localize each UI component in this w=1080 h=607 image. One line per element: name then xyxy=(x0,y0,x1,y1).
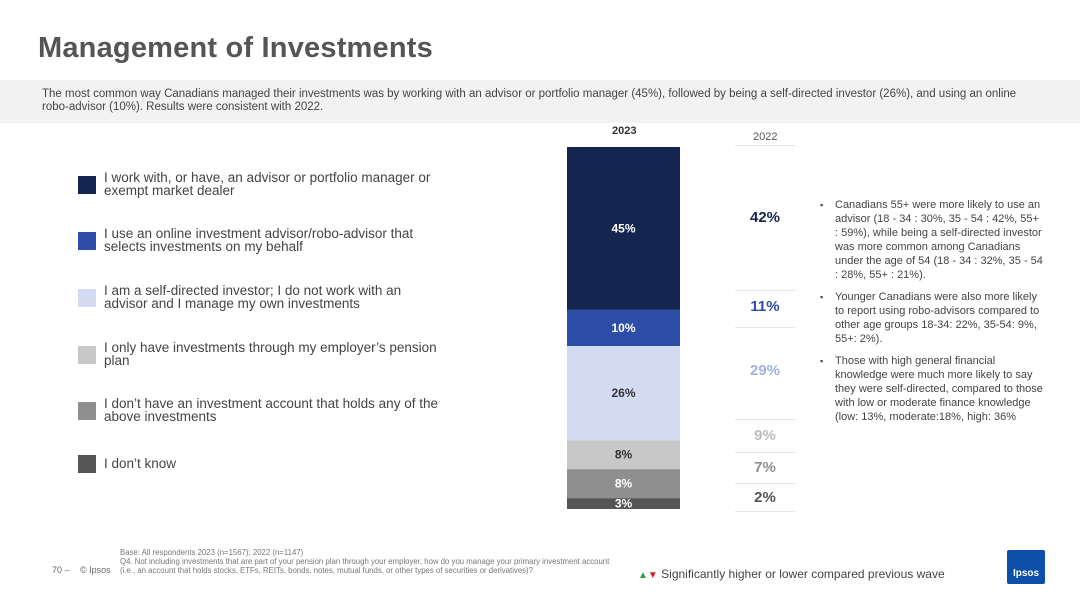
separator-line xyxy=(735,290,795,291)
legend-label: I am a self-directed investor; I do not … xyxy=(104,283,402,311)
legend-item-no-account: I don’t have an investment account that … xyxy=(78,397,438,427)
legend-swatch xyxy=(78,455,96,473)
value-2022-no-account: 7% xyxy=(754,459,776,476)
insight-bullet: Younger Canadians were also more likely … xyxy=(820,290,1045,346)
bar-segment-6 xyxy=(567,498,680,509)
bar-data-label: 8% xyxy=(615,477,633,491)
legend-label: I don’t have an investment account that … xyxy=(104,396,438,424)
bar-data-label: 10% xyxy=(611,321,635,335)
bar-data-label: 3% xyxy=(615,497,633,511)
bar-data-label: 45% xyxy=(611,221,635,235)
separator-line xyxy=(735,483,795,484)
value-2022-pension: 9% xyxy=(754,427,776,444)
separator-line xyxy=(735,511,795,512)
separator-line xyxy=(735,327,795,328)
column-header-2022: 2022 xyxy=(753,131,778,143)
legend-swatch xyxy=(78,232,96,250)
legend-item-dont-know: I don’t know xyxy=(78,455,438,487)
page-subtitle: The most common way Canadians managed th… xyxy=(42,88,1017,113)
value-2022-dont-know: 2% xyxy=(754,489,776,506)
legend-swatch xyxy=(78,289,96,307)
page-title: Management of Investments xyxy=(38,32,433,64)
legend-swatch xyxy=(78,346,96,364)
separator-line xyxy=(735,452,795,453)
insights-list: Canadians 55+ were more likely to use an… xyxy=(820,198,1045,432)
separator-line xyxy=(735,145,795,146)
column-header-2023: 2023 xyxy=(612,125,637,137)
legend-label: I only have investments through my emplo… xyxy=(104,340,437,368)
bar-segment-2 xyxy=(567,309,680,347)
copyright: © Ipsos xyxy=(80,565,111,575)
subtitle-band xyxy=(0,80,1080,123)
bar-data-label: 8% xyxy=(615,448,633,462)
insight-bullet: Those with high general financial knowle… xyxy=(820,354,1045,424)
value-2022-self-directed: 29% xyxy=(749,362,781,379)
base-note: Base: All respondents 2023 (n=1567); 202… xyxy=(120,548,304,557)
insight-bullet: Canadians 55+ were more likely to use an… xyxy=(820,198,1045,282)
page-number: 70 – xyxy=(52,565,70,575)
legend-item-robo-advisor: I use an online investment advisor/robo-… xyxy=(78,227,438,257)
bar-segment-4 xyxy=(567,440,680,470)
stacked-bar-chart: 45% 10% 26% 8% 8% 3% xyxy=(567,147,680,511)
significance-legend: ▲▼ Significantly higher or lower compare… xyxy=(638,567,945,581)
legend-label: I use an online investment advisor/robo-… xyxy=(104,226,414,254)
separator-line xyxy=(735,419,795,420)
legend-label: I don’t know xyxy=(104,456,177,471)
legend-item-self-directed: I am a self-directed investor; I do not … xyxy=(78,284,438,314)
bar-segment-5 xyxy=(567,469,680,499)
significance-text: Significantly higher or lower compared p… xyxy=(661,567,945,581)
question-note: Q4. Not including investments that are p… xyxy=(120,557,610,575)
value-2022-advisor: 42% xyxy=(749,209,781,226)
legend-swatch xyxy=(78,402,96,420)
arrow-up-icon: ▲ xyxy=(638,570,648,581)
ipsos-logo: Ipsos xyxy=(1007,550,1045,584)
arrow-down-icon: ▼ xyxy=(647,570,658,581)
bar-segment-3 xyxy=(567,346,680,441)
legend-item-pension: I only have investments through my emplo… xyxy=(78,341,438,371)
value-2022-robo-advisor: 11% xyxy=(750,298,780,315)
legend-item-advisor: I work with, or have, an advisor or port… xyxy=(78,171,438,201)
logo-text: Ipsos xyxy=(1012,568,1040,579)
legend-label: I work with, or have, an advisor or port… xyxy=(104,170,431,198)
legend-swatch xyxy=(78,176,96,194)
bar-data-label: 26% xyxy=(611,386,635,400)
footnote: Base: All respondents 2023 (n=1567); 202… xyxy=(120,548,610,575)
bar-segment-1 xyxy=(567,147,680,310)
